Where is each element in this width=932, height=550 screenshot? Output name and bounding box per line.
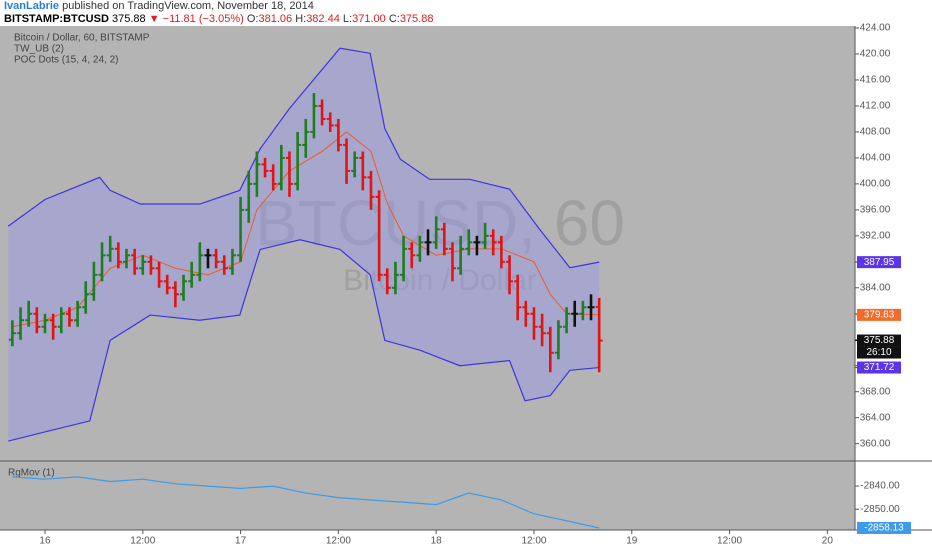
plot-area (0, 26, 855, 530)
y-tick-label: 364.00 (860, 412, 891, 423)
header: IvanLabrie published on TradingView.com,… (4, 0, 854, 25)
watermark-sub: Bitcoin / Dollar (343, 264, 536, 297)
y-tick-label: 368.00 (860, 386, 891, 397)
ohlc-value: 375.88 (399, 13, 434, 25)
ohlc-value: 381.06 (258, 13, 293, 25)
rgmov-line (12, 476, 600, 529)
y-tick-label: 412.00 (860, 101, 891, 112)
y-tick-label: 384.00 (860, 282, 891, 293)
watermark: BTCUSD, 60 (255, 187, 625, 259)
lower-band (8, 239, 600, 442)
y-tick-label: 400.00 (860, 179, 891, 190)
price-label: 387.95 (864, 257, 895, 268)
ohlc-key: C: (388, 13, 400, 25)
change: −11.81 (−3.05%) (162, 13, 244, 25)
price-label-box (857, 361, 901, 374)
x-tick-label: 19 (626, 536, 638, 547)
ohlc-key: L: (342, 13, 353, 25)
x-tick-label: 12:00 (717, 536, 742, 547)
price-label-box (857, 308, 901, 321)
y-tick-label: 392.00 (860, 230, 891, 241)
legend-entry: RgMov (1) (8, 468, 55, 479)
y-tick-label: 408.00 (860, 127, 891, 138)
publish-line: IvanLabrie published on TradingView.com,… (4, 0, 854, 12)
countdown: 26:10 (866, 347, 891, 358)
x-tick-label: 12:00 (130, 536, 155, 547)
x-tick-label: 16 (39, 536, 51, 547)
y-tick-label: 404.00 (860, 153, 891, 164)
legend-entry: TW_UB (2) (14, 44, 64, 55)
last-price: 375.88 (111, 13, 146, 25)
ohlc-value: 382.44 (306, 13, 340, 25)
y-tick-label: 420.00 (860, 49, 891, 60)
x-tick-label: 17 (235, 536, 247, 547)
x-tick-label: 12:00 (326, 536, 351, 547)
change-arrow: ▼ (148, 13, 160, 25)
y-tick-label: 396.00 (860, 204, 891, 215)
author[interactable]: IvanLabrie (4, 0, 60, 12)
legend-entry: Bitcoin / Dollar, 60, BITSTAMP (14, 33, 150, 44)
y-tick-label: 416.00 (860, 75, 891, 86)
x-tick-label: 18 (431, 536, 443, 547)
upper-band (7, 47, 600, 269)
countdown-box (857, 346, 901, 359)
price-label: 371.72 (864, 362, 895, 373)
x-tick-label: 20 (822, 536, 834, 547)
price-label-box (857, 256, 901, 269)
symbol: BITSTAMP:BTCUSD (4, 13, 109, 25)
y-tick-label: -2840.00 (860, 481, 900, 492)
price-label: 375.88 (864, 335, 895, 346)
last-label-box (857, 521, 911, 534)
ohlc-key: O: (246, 13, 259, 25)
ohlc: O:381.06 H:382.44 L:371.00 C:375.88 (247, 13, 434, 25)
y-tick-label: 424.00 (860, 23, 891, 34)
band-fill (8, 48, 600, 442)
y-tick-label: 360.00 (860, 438, 891, 449)
price-label-box (857, 334, 901, 347)
publish-info: published on TradingView.com, November 1… (62, 0, 314, 12)
price-label: 379.83 (864, 310, 895, 321)
x-tick-label: 12:00 (521, 536, 546, 547)
y-tick-label: -2850.00 (860, 504, 900, 515)
last-label: -2858.13 (864, 523, 904, 534)
symbol-line: BITSTAMP:BTCUSD 375.88 ▼ −11.81 (−3.05%)… (4, 13, 854, 25)
legend-entry: POC Dots (15, 4, 24, 2) (14, 55, 119, 66)
ohlc-value: 371.00 (352, 13, 386, 25)
ohlc-key: H: (295, 13, 307, 25)
